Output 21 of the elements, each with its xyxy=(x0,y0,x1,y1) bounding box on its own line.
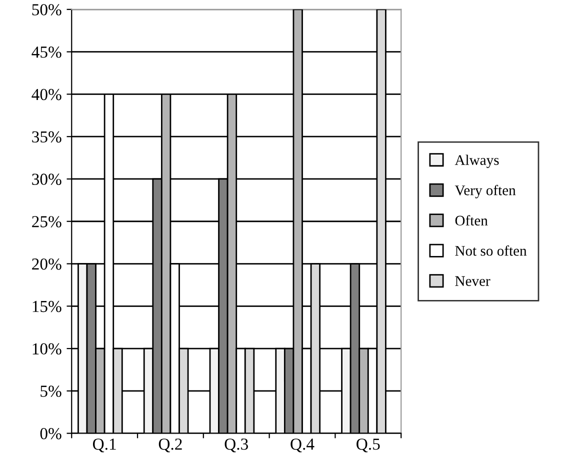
legend-label: Often xyxy=(455,215,488,226)
legend-label: Never xyxy=(455,276,490,286)
x-tick-label: Q.2 xyxy=(158,438,182,452)
y-tick-label: 40% xyxy=(32,88,62,100)
y-tick-label: 25% xyxy=(32,216,62,228)
legend-label: Always xyxy=(454,154,499,168)
x-tick-label: Q.3 xyxy=(224,438,248,452)
y-tick-label: 5% xyxy=(40,386,62,397)
y-tick-label: 30% xyxy=(32,174,62,185)
y-tick-label: 10% xyxy=(32,343,62,355)
y-tick-label: 20% xyxy=(32,258,62,270)
x-tick-label: Q.1 xyxy=(92,438,116,452)
x-tick-label: Q.5 xyxy=(356,438,380,452)
y-tick-label: 0% xyxy=(40,428,62,440)
y-tick-label: 50% xyxy=(32,4,62,16)
y-tick-label: 35% xyxy=(32,131,62,143)
legend-label: Very often xyxy=(454,184,516,198)
legend-label: Not so often xyxy=(455,245,527,256)
y-tick-label: 45% xyxy=(32,46,62,58)
x-tick-label: Q.4 xyxy=(290,438,314,452)
y-tick-label: 15% xyxy=(32,300,62,312)
